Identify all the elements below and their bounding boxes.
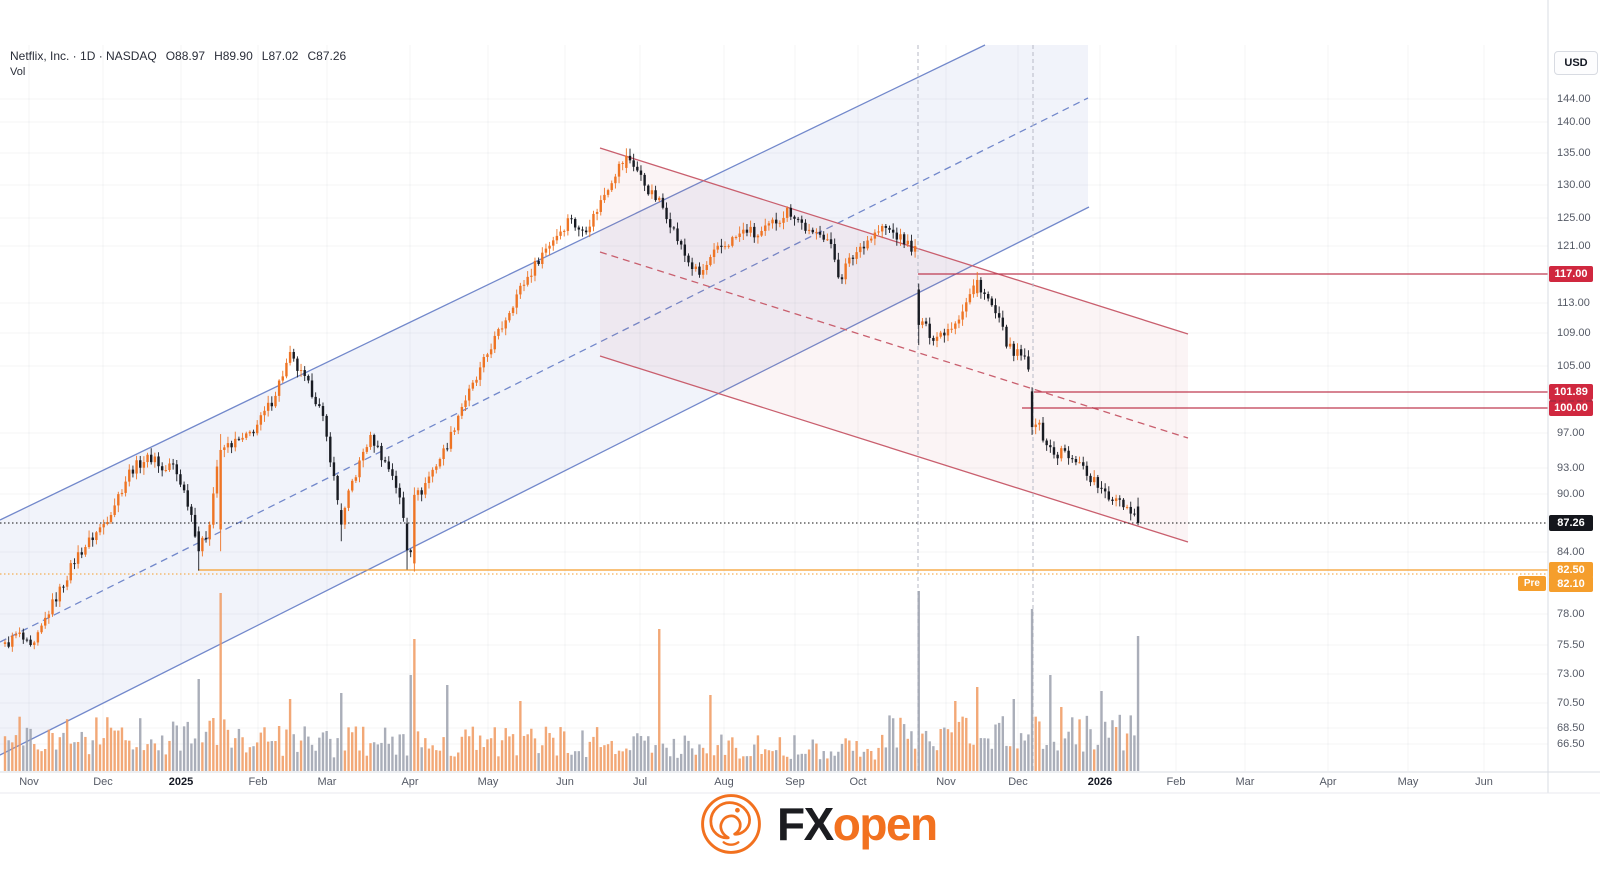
legend-row-main: Netflix, Inc. · 1D · NASDAQ O88.97 H89.90 L… [10,49,346,64]
axis-borders [0,0,1600,794]
time-tick-label: Mar [317,776,337,788]
fxopen-logo: FXopen [698,789,938,859]
price-tick-label: 70.50 [1557,697,1585,709]
volume-series [3,591,1140,771]
premarket-label: Pre [1517,576,1546,591]
price-tick-label: 97.00 [1557,427,1585,439]
time-tick-label: Jul [632,776,648,788]
logo-fx-text: FX [777,798,834,850]
time-tick-label: Jun [1475,776,1493,788]
time-tick-label: Feb [248,776,268,788]
low-value: L87.02 [261,49,299,63]
time-tick-label: Dec [93,776,113,788]
price-tick-label: 68.50 [1557,722,1585,734]
price-tick-label: 105.00 [1557,360,1591,372]
price-tick-label: 140.00 [1557,116,1591,128]
price-tick-label: 130.00 [1557,179,1591,191]
grid-lines [0,45,1548,771]
symbol-title: Netflix, Inc. · 1D · NASDAQ [10,49,157,63]
price-tick-label: 75.50 [1557,639,1585,651]
descending-channel[interactable] [599,147,1189,543]
time-tick-label: Mar [1235,776,1255,788]
time-tick-label: May [1397,776,1419,788]
price-tick-label: 144.00 [1557,93,1591,105]
price-tick-label: 84.00 [1557,546,1585,558]
price-badge-82-10: 82.10 [1549,576,1593,592]
time-tick-label: Jun [556,776,574,788]
price-tick-label: 109.00 [1557,327,1591,339]
time-tick-label: Aug [714,776,734,788]
candlestick-series [3,148,1140,652]
price-level-lines[interactable] [0,273,1548,575]
price-badge-100-00: 100.00 [1549,400,1593,416]
fxopen-emblem-icon [701,794,761,854]
price-badge-87-26: 87.26 [1549,515,1593,531]
price-badge-101-89: 101.89 [1549,384,1593,400]
symbol-legend[interactable]: Netflix, Inc. · 1D · NASDAQ O88.97 H89.90 L… [10,49,346,80]
time-tick-label: 2026 [1087,776,1113,788]
price-tick-label: 73.00 [1557,668,1585,680]
ascending-channel[interactable] [0,44,1090,756]
price-tick-label: 93.00 [1557,462,1585,474]
time-tick-label: Nov [936,776,956,788]
axis-dash-marker [1550,400,1592,402]
volume-legend: Vol [10,66,26,78]
close-value: C87.26 [307,49,347,63]
price-tick-label: 113.00 [1557,297,1590,309]
price-tick-label: 66.50 [1557,738,1585,750]
price-badge-82-50: 82.50 [1549,562,1593,578]
price-tick-label: 121.00 [1557,240,1591,252]
logo-open-text: open [832,798,938,850]
time-tick-label: Nov [19,776,39,788]
time-tick-label: Dec [1008,776,1028,788]
time-tick-label: Apr [1319,776,1337,788]
time-tick-label: Sep [785,776,805,788]
time-tick-label: Apr [401,776,419,788]
fxopen-wordmark: FXopen [777,789,938,859]
price-axis[interactable]: USD 144.00 140.00 135.00 130.00 125.00 121.00… [1517,0,1600,793]
time-tick-label: Feb [1166,776,1186,788]
currency-button[interactable]: USD [1554,51,1598,75]
price-badge-117-00: 117.00 [1549,266,1593,282]
time-tick-label: Oct [849,776,867,788]
time-axis[interactable]: Nov Dec 2025 Feb Mar Apr May Jun Jul Aug Sep Oct Nov… [0,772,1548,793]
price-tick-label: 78.00 [1557,608,1585,620]
price-tick-label: 135.00 [1557,147,1591,159]
time-tick-label: 2025 [168,776,194,788]
price-tick-label: 90.00 [1557,488,1585,500]
time-tick-label: May [477,776,499,788]
open-value: O88.97 [165,49,206,63]
high-value: H89.90 [214,49,253,63]
price-tick-label: 125.00 [1557,212,1591,224]
